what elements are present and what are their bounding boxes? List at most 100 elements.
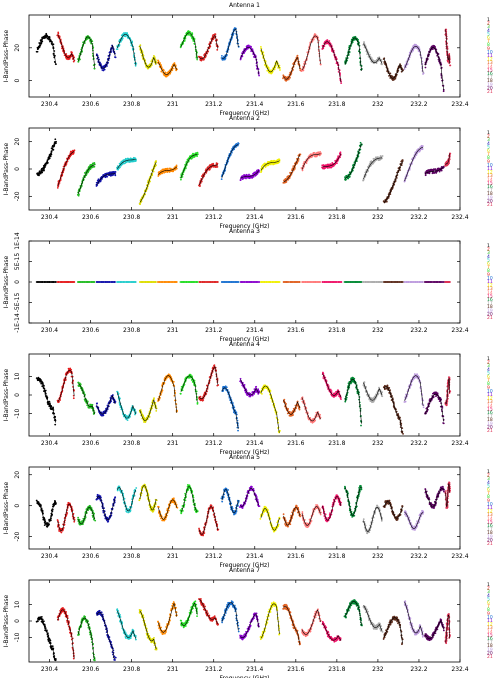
x-tick-label: 230.4 [41, 327, 58, 334]
fit-line [117, 34, 136, 66]
data-point [216, 165, 219, 168]
spw-10-points [220, 142, 240, 181]
data-point [161, 172, 164, 175]
x-tick-label: 232.2 [410, 327, 427, 334]
spw-12-points [259, 45, 281, 75]
spw-10-points [220, 27, 240, 61]
data-point [36, 50, 39, 53]
data-point [52, 43, 55, 46]
data-point [175, 167, 178, 170]
x-tick-label: 231.6 [287, 327, 304, 334]
data-point [207, 50, 210, 53]
x-tick-label: 231.8 [328, 214, 345, 221]
fit-line [139, 45, 157, 68]
data-point [336, 162, 338, 165]
data-point [431, 48, 434, 51]
spw-13-points [282, 153, 302, 184]
data-point [196, 151, 199, 154]
data-point [326, 39, 329, 41]
data-point [43, 169, 45, 172]
data-point [61, 47, 63, 50]
spw-4-points [95, 171, 117, 187]
data-point [134, 64, 137, 67]
spw-4-points [95, 394, 117, 417]
data-point [126, 419, 129, 421]
data-point [394, 77, 397, 80]
spw-4-points [95, 44, 117, 72]
spw-3-points [77, 34, 96, 70]
data-point [72, 152, 75, 155]
data-point [153, 54, 155, 57]
legend-entry: 16 [487, 71, 493, 77]
data-point [262, 51, 265, 54]
data-point [103, 68, 106, 71]
fit-line [78, 164, 95, 194]
spw-14-points [300, 33, 322, 73]
data-point [359, 141, 362, 144]
data-point [166, 167, 169, 170]
data-point [72, 397, 75, 400]
plot-frame [28, 353, 461, 437]
data-point [111, 394, 114, 396]
x-tick-label: 232.2 [410, 101, 427, 108]
data-point [421, 147, 424, 150]
legend-entry: 8 [487, 42, 490, 48]
data-point [70, 51, 73, 53]
data-point [114, 171, 117, 173]
x-tick-label: 232.2 [410, 214, 427, 221]
y-axis-label: I-BandPass-Phase [3, 255, 10, 308]
legend-entry: 2 [487, 21, 490, 27]
spw-15-points [321, 39, 343, 84]
data-point [313, 152, 316, 154]
data-point [220, 54, 223, 57]
x-tick-label: 232 [372, 214, 384, 221]
x-tick-label: 230.8 [123, 214, 140, 221]
spw-19-points [403, 281, 424, 283]
data-point [385, 200, 388, 203]
spw-6-points [138, 44, 158, 70]
x-tick-label: 231.6 [287, 101, 304, 108]
spw-15-points [321, 281, 343, 283]
data-point [155, 160, 157, 162]
spw-13-points [282, 281, 301, 283]
y-tick-label: 5E-15 [14, 253, 21, 271]
data-point [96, 402, 98, 405]
legend-entry: 12 [487, 57, 493, 63]
data-point [220, 178, 223, 181]
data-point [424, 66, 427, 69]
data-point [368, 53, 371, 56]
spw-2-points [56, 367, 75, 404]
x-tick-label: 230.8 [123, 101, 140, 108]
x-tick-label: 231.4 [246, 214, 263, 221]
data-point [115, 48, 118, 51]
data-point [328, 40, 331, 42]
spw-3-points [76, 281, 96, 283]
data-point [102, 414, 105, 417]
spw-12-points [259, 281, 281, 283]
x-tick-label: 231.6 [287, 214, 304, 221]
x-tick-label: 231 [167, 440, 179, 447]
data-point [135, 159, 137, 162]
spw-15-points [321, 151, 342, 170]
x-tick-label: 231.8 [328, 101, 345, 108]
fit-line [322, 41, 342, 83]
spw-8-points [179, 281, 199, 283]
data-point [220, 57, 223, 59]
data-point [65, 53, 68, 55]
data-point [196, 58, 199, 61]
data-point [157, 60, 160, 63]
y-tick-label: 0 [14, 393, 21, 397]
data-point [159, 62, 161, 64]
fit-line [344, 143, 362, 179]
plot-frame [28, 127, 461, 211]
spw-8-points [179, 151, 199, 181]
data-point [403, 68, 406, 70]
y-tick-label: 20 [14, 44, 21, 52]
data-point [79, 58, 81, 61]
data-point [92, 165, 95, 168]
x-tick-label: 232.4 [451, 214, 468, 221]
legend-entry: 10 [487, 49, 493, 55]
spw-11-points [239, 169, 260, 181]
